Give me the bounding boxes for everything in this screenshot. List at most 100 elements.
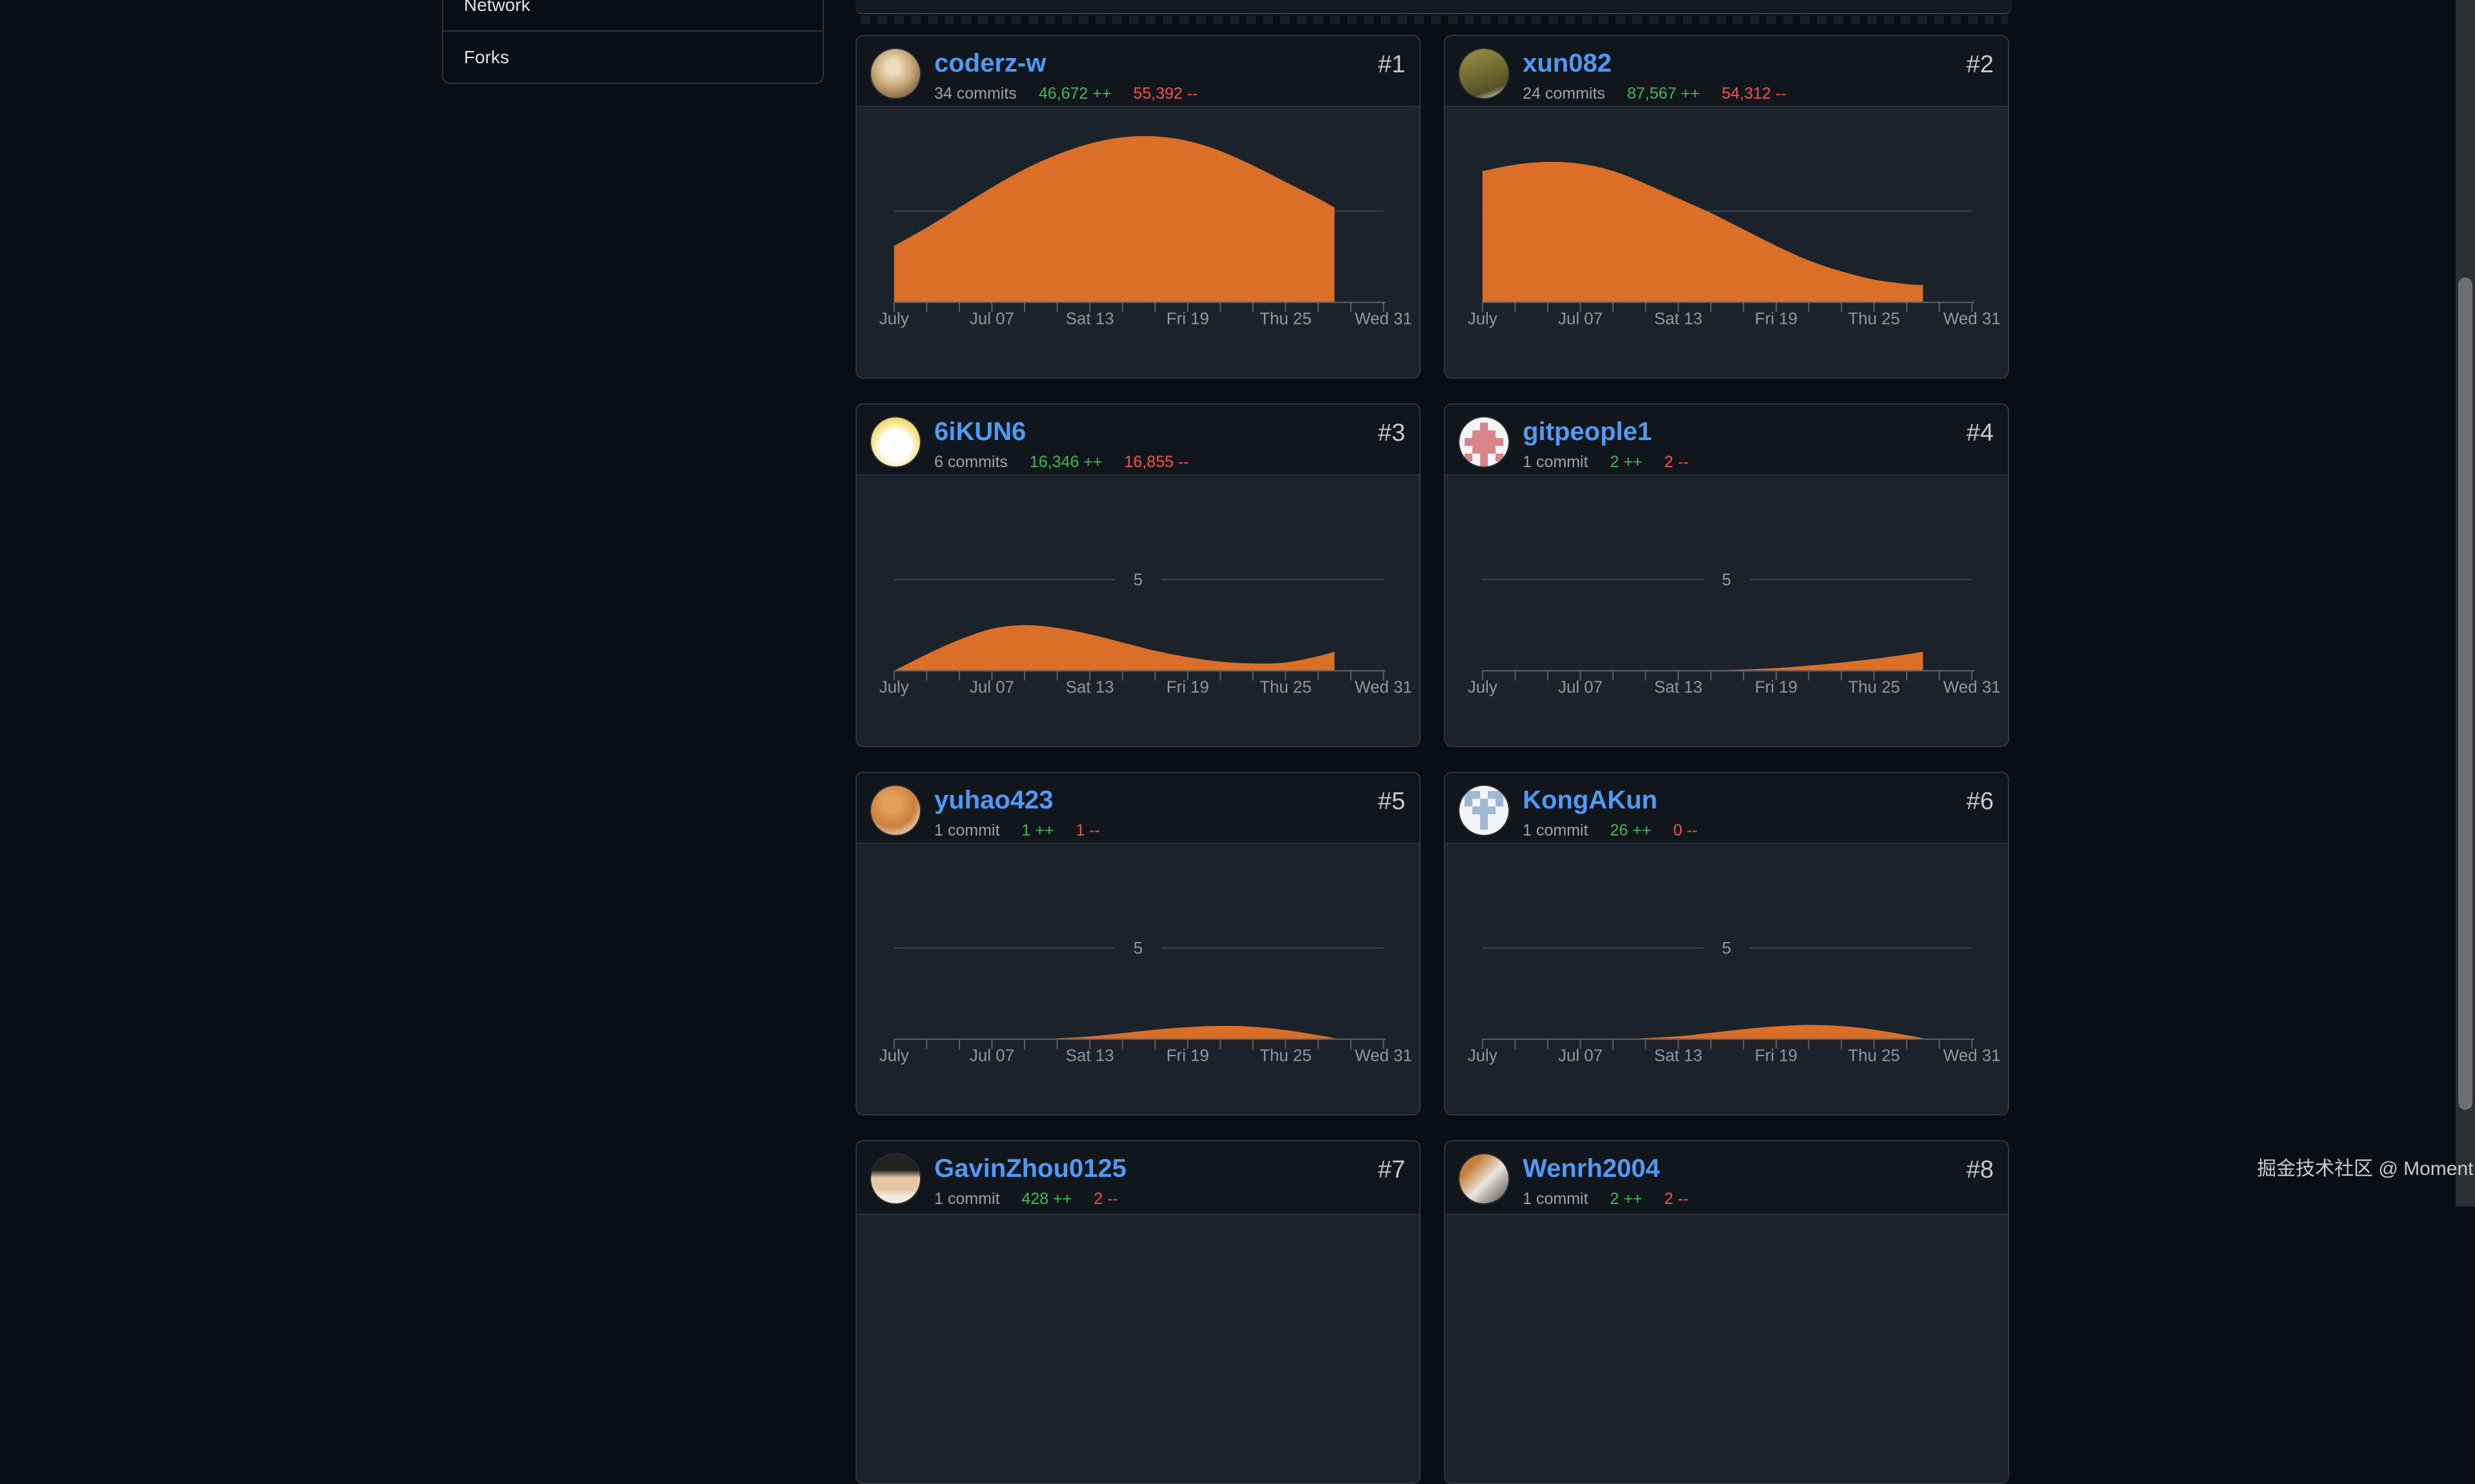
- additions-count: 46,672 ++: [1038, 85, 1112, 103]
- rank-badge: #7: [1378, 1156, 1405, 1183]
- avatar[interactable]: [871, 1154, 920, 1203]
- svg-text:Wed 31: Wed 31: [1355, 310, 1412, 328]
- contributor-username-link[interactable]: Wenrh2004: [1523, 1154, 1660, 1183]
- contribution-graph: July Jul 07 Sat 13 Fri 19 Thu 25 Wed 31: [857, 105, 1419, 377]
- svg-text:Fri 19: Fri 19: [1755, 310, 1798, 328]
- rank-badge: #4: [1966, 419, 1994, 446]
- svg-text:Jul 07: Jul 07: [970, 1047, 1014, 1065]
- contributor-username-link[interactable]: 6iKUN6: [934, 417, 1027, 446]
- avatar[interactable]: [871, 786, 920, 835]
- contributor-card-3: 6iKUN6 6 commits 16,346 ++ 16,855 -- #3 …: [856, 403, 1421, 747]
- deletions-count: 2 --: [1094, 1190, 1118, 1208]
- contributor-stats: 1 commit 2 ++ 2 --: [1523, 452, 1688, 472]
- additions-count: 16,346 ++: [1029, 453, 1103, 471]
- card-header: GavinZhou0125 1 commit 428 ++ 2 -- #7: [857, 1141, 1419, 1214]
- deletions-count: 55,392 --: [1133, 85, 1198, 103]
- contributor-stats: 1 commit 2 ++ 2 --: [1523, 1189, 1688, 1208]
- rank-badge: #3: [1378, 419, 1405, 446]
- svg-text:Thu 25: Thu 25: [1848, 310, 1900, 328]
- rank-badge: #1: [1378, 51, 1405, 78]
- card-header: KongAKun 1 commit 26 ++ 0 -- #6: [1445, 773, 2008, 843]
- contributor-stats: 1 commit 26 ++ 0 --: [1523, 821, 1698, 840]
- contributor-info: Wenrh2004 1 commit 2 ++ 2 --: [1523, 1152, 1688, 1214]
- svg-text:5: 5: [1722, 939, 1731, 958]
- contributor-info: GavinZhou0125 1 commit 428 ++ 2 --: [934, 1152, 1127, 1214]
- card-header: Wenrh2004 1 commit 2 ++ 2 -- #8: [1445, 1141, 2008, 1214]
- sidebar-item-forks[interactable]: Forks: [443, 30, 823, 83]
- svg-text:5: 5: [1134, 571, 1143, 589]
- contribution-graph: 5 July Jul 07 Sat 13 Fri 19 Thu 25 Wed 31: [1445, 842, 2008, 1114]
- rank-badge: #6: [1966, 788, 1994, 815]
- commit-count: 1 commit: [934, 1190, 1000, 1208]
- rank-badge: #5: [1378, 788, 1405, 815]
- contributor-username-link[interactable]: xun082: [1523, 49, 1612, 77]
- rank-badge: #2: [1966, 51, 1994, 78]
- contributor-username-link[interactable]: GavinZhou0125: [934, 1154, 1127, 1183]
- commit-count: 6 commits: [934, 453, 1008, 471]
- contributor-username-link[interactable]: KongAKun: [1523, 786, 1658, 814]
- rank-badge: #8: [1966, 1156, 1994, 1183]
- avatar[interactable]: [871, 417, 920, 466]
- contributor-username-link[interactable]: coderz-w: [934, 49, 1047, 77]
- contributor-card-8: Wenrh2004 1 commit 2 ++ 2 -- #8: [1444, 1140, 2009, 1484]
- contributor-username-link[interactable]: yuhao423: [934, 786, 1054, 814]
- contributors-grid: coderz-w 34 commits 46,672 ++ 55,392 -- …: [856, 35, 2012, 1484]
- svg-text:Sat 13: Sat 13: [1654, 1047, 1703, 1065]
- commit-count: 34 commits: [934, 85, 1017, 103]
- contribution-graph: 5 July Jul 07 Sat 13 Fri 19 Thu 25 Wed 31: [857, 474, 1419, 746]
- svg-text:July: July: [879, 310, 909, 328]
- deletions-count: 0 --: [1673, 821, 1698, 839]
- contributor-stats: 34 commits 46,672 ++ 55,392 --: [934, 84, 1198, 103]
- avatar[interactable]: [1459, 786, 1508, 835]
- card-header: yuhao423 1 commit 1 ++ 1 -- #5: [857, 773, 1419, 843]
- deletions-count: 2 --: [1664, 453, 1688, 471]
- contribution-graph: July Jul 07 Sat 13 Fri 19 Thu 25 Wed 31: [1445, 105, 2008, 377]
- avatar[interactable]: [1459, 1154, 1508, 1203]
- svg-text:Sat 13: Sat 13: [1066, 678, 1114, 696]
- contributor-info: coderz-w 34 commits 46,672 ++ 55,392 --: [934, 46, 1198, 106]
- commit-count: 24 commits: [1523, 85, 1605, 103]
- card-header: coderz-w 34 commits 46,672 ++ 55,392 -- …: [857, 36, 1419, 106]
- card-header: xun082 24 commits 87,567 ++ 54,312 -- #2: [1445, 36, 2008, 106]
- contributor-card-7: GavinZhou0125 1 commit 428 ++ 2 -- #7: [856, 1140, 1421, 1484]
- contributor-username-link[interactable]: gitpeople1: [1523, 417, 1652, 446]
- svg-text:Jul 07: Jul 07: [1558, 1047, 1603, 1065]
- scrollbar-track[interactable]: [2456, 0, 2475, 1207]
- additions-count: 26 ++: [1610, 821, 1652, 839]
- scrollbar-thumb[interactable]: [2458, 277, 2472, 1110]
- card-header: gitpeople1 1 commit 2 ++ 2 -- #4: [1445, 405, 2008, 474]
- svg-text:Thu 25: Thu 25: [1259, 310, 1312, 328]
- contributor-card-2: xun082 24 commits 87,567 ++ 54,312 -- #2…: [1444, 35, 2009, 379]
- commit-count: 1 commit: [1523, 1190, 1588, 1208]
- contributor-info: xun082 24 commits 87,567 ++ 54,312 --: [1523, 46, 1787, 106]
- avatar[interactable]: [1459, 49, 1508, 98]
- svg-text:Fri 19: Fri 19: [1755, 1047, 1798, 1065]
- contributor-stats: 1 commit 428 ++ 2 --: [934, 1189, 1127, 1208]
- svg-text:5: 5: [1134, 939, 1143, 958]
- svg-text:5: 5: [1722, 571, 1731, 589]
- svg-text:Sat 13: Sat 13: [1066, 310, 1114, 328]
- contributor-card-6: KongAKun 1 commit 26 ++ 0 -- #6 5 July Jul…: [1444, 772, 2009, 1116]
- additions-count: 1 ++: [1021, 821, 1054, 839]
- avatar[interactable]: [1459, 417, 1508, 466]
- svg-text:Fri 19: Fri 19: [1167, 1047, 1209, 1065]
- svg-text:Thu 25: Thu 25: [1848, 678, 1900, 696]
- contribution-graph: [1445, 1214, 2008, 1483]
- svg-text:Wed 31: Wed 31: [1943, 1047, 2001, 1065]
- contributor-info: 6iKUN6 6 commits 16,346 ++ 16,855 --: [934, 415, 1189, 474]
- additions-count: 87,567 ++: [1627, 85, 1700, 103]
- sidebar-item-network[interactable]: Network: [464, 0, 530, 15]
- watermark-text: 掘金技术社区 @ Moment: [2257, 1158, 2474, 1179]
- contributor-card-5: yuhao423 1 commit 1 ++ 1 -- #5 5 July Jul …: [856, 772, 1421, 1116]
- svg-text:Wed 31: Wed 31: [1355, 1047, 1412, 1065]
- main-chart-card-bottom-edge: [856, 0, 2012, 14]
- svg-text:Thu 25: Thu 25: [1259, 678, 1312, 696]
- svg-text:Sat 13: Sat 13: [1654, 678, 1703, 696]
- contributor-card-1: coderz-w 34 commits 46,672 ++ 55,392 -- …: [856, 35, 1421, 379]
- avatar[interactable]: [871, 49, 920, 98]
- deletions-count: 1 --: [1076, 821, 1100, 839]
- card-header: 6iKUN6 6 commits 16,346 ++ 16,855 -- #3: [857, 405, 1419, 474]
- contributor-stats: 24 commits 87,567 ++ 54,312 --: [1523, 84, 1787, 103]
- svg-text:Fri 19: Fri 19: [1755, 678, 1798, 696]
- svg-text:July: July: [1468, 678, 1498, 696]
